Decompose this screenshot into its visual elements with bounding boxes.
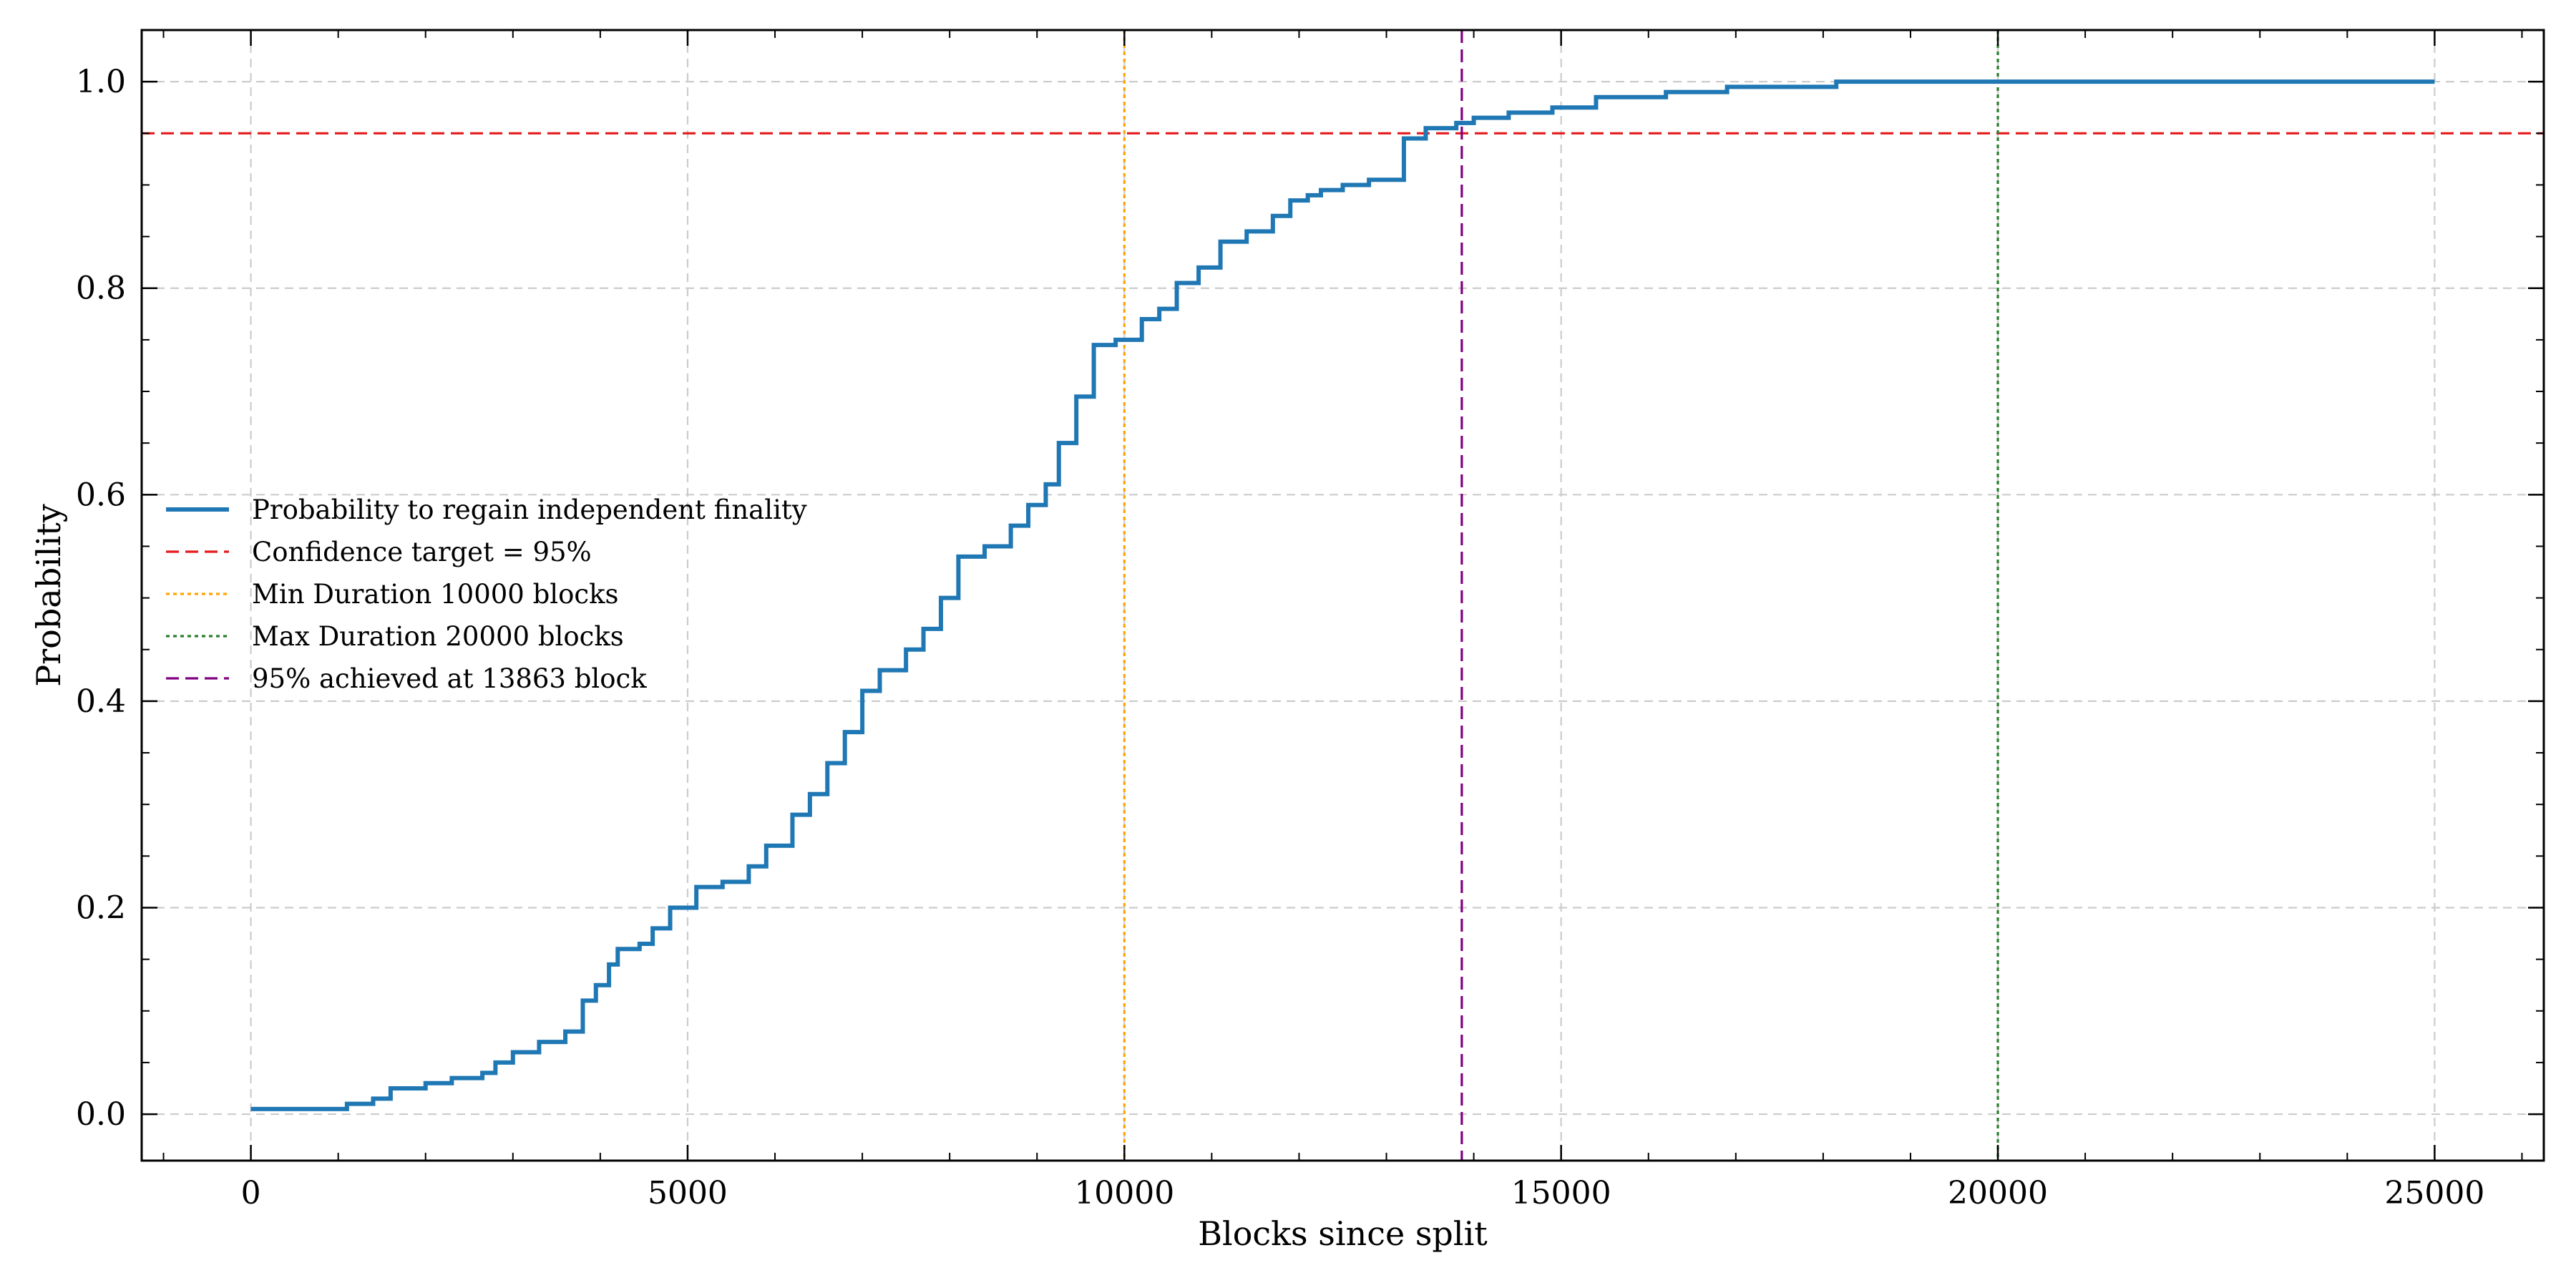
x-tick-labels: 0 5000 10000 15000 20000 25000 — [241, 1175, 2485, 1211]
y-tick-label: 0.2 — [76, 889, 126, 926]
axis-ticks — [142, 29, 2544, 1161]
x-tick-label: 5000 — [648, 1175, 728, 1211]
probability-step-line — [250, 79, 2435, 1111]
legend-label: Probability to regain independent finali… — [252, 494, 807, 525]
y-tick-label: 1.0 — [76, 64, 126, 100]
y-tick-label: 0.4 — [76, 683, 126, 720]
legend-label: 95% achieved at 13863 block — [252, 663, 647, 694]
legend-label: Max Duration 20000 blocks — [252, 621, 624, 652]
legend-label: Min Duration 10000 blocks — [252, 579, 619, 610]
y-tick-label: 0.6 — [76, 477, 126, 513]
x-axis-title: Blocks since split — [1198, 1214, 1488, 1253]
x-tick-label: 10000 — [1074, 1175, 1174, 1211]
y-tick-label: 0.0 — [76, 1096, 126, 1133]
series-lines — [250, 79, 2435, 1111]
reference-lines — [142, 30, 2544, 1161]
x-tick-label: 20000 — [1948, 1175, 2048, 1211]
y-tick-label: 0.8 — [76, 270, 126, 307]
x-tick-label: 15000 — [1511, 1175, 1611, 1211]
x-tick-label: 0 — [241, 1175, 261, 1211]
plot-frame — [140, 29, 2545, 1162]
legend: Probability to regain independent finali… — [166, 494, 807, 694]
legend-label: Confidence target = 95% — [252, 537, 592, 567]
x-tick-label: 25000 — [2384, 1175, 2484, 1211]
y-axis-title: Probability — [29, 504, 68, 687]
y-tick-labels: 0.0 0.2 0.4 0.6 0.8 1.0 — [76, 64, 126, 1133]
